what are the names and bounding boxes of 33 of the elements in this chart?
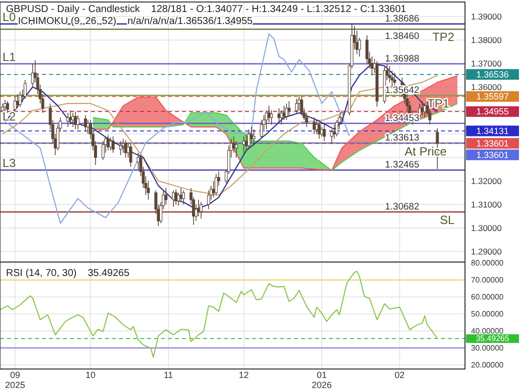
- ref-line-label: 1.34955: [476, 106, 509, 117]
- ref-line-label: 1.32465: [385, 160, 420, 171]
- y-tick-label: 1.38000: [471, 35, 502, 46]
- x-tick-label: 10: [85, 370, 96, 380]
- y-tick-label: 1.31000: [471, 199, 502, 210]
- ref-line-label: 1.34131: [476, 126, 509, 136]
- ref-line-label: 1.36536: [476, 69, 509, 80]
- ref-line-label: 35.49265: [476, 334, 510, 344]
- y-tick-label: 1.39000: [471, 12, 502, 22]
- y-tick-label: 1.36000: [471, 82, 502, 92]
- x-tick-label: 02: [394, 370, 405, 380]
- text: RSI (14, 70, 30) 35.49265: [6, 268, 130, 279]
- x-tick-label: 12: [238, 370, 249, 380]
- ref-line-label: 1.36988: [385, 53, 420, 64]
- y-tick-label: 1.29000: [471, 246, 502, 256]
- annotation: TP2: [432, 30, 455, 44]
- x-tick-label: 11: [164, 370, 174, 380]
- ref-line-label: 1.35597: [476, 91, 509, 102]
- x-tick-label: 01 2026: [312, 370, 332, 390]
- ref-line-label: 1.33613: [385, 132, 420, 144]
- x-tick-label: 09 2025: [5, 370, 26, 390]
- annotation: L1: [2, 50, 16, 64]
- ref-line-label: 1.38460: [385, 31, 420, 42]
- annotation: SL: [440, 212, 455, 227]
- y-tick-label: 1.30000: [471, 222, 502, 233]
- ref-line-label: 1.38686: [385, 13, 420, 24]
- ref-line-label: 1.33601: [476, 150, 509, 160]
- ref-line-label: 1.33601: [476, 138, 509, 148]
- annotation: TP1: [427, 96, 450, 110]
- ref-line-label: 1.30682: [385, 201, 420, 212]
- y-tick-label: 1.32000: [471, 176, 502, 186]
- y-tick-label: 1.37000: [471, 58, 502, 69]
- annotation: L3: [2, 156, 16, 170]
